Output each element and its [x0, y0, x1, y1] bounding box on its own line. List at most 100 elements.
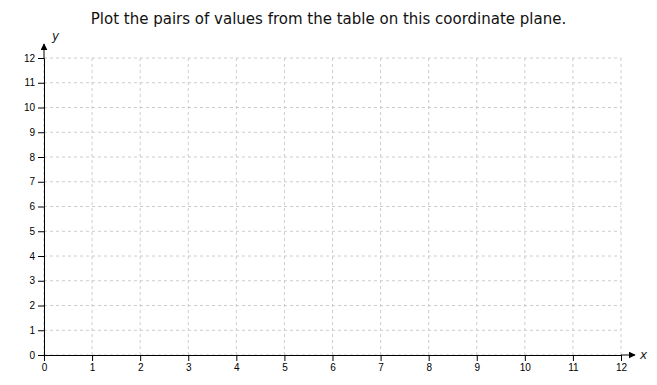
x-tick-mark — [477, 355, 478, 361]
y-tick-label: 3 — [29, 275, 35, 286]
y-tick: 1 — [29, 325, 44, 336]
grid-line-y — [44, 256, 621, 257]
chart: Plot the pairs of values from the table … — [0, 0, 657, 385]
x-tick: 0 — [42, 355, 48, 373]
x-tick: 3 — [186, 355, 192, 373]
y-tick-mark — [38, 83, 44, 84]
x-tick-mark — [573, 355, 574, 361]
y-tick-label: 8 — [29, 152, 35, 163]
x-tick-label: 9 — [474, 362, 480, 373]
y-tick: 5 — [29, 226, 44, 237]
x-tick: 5 — [282, 355, 288, 373]
y-axis-arrow — [44, 44, 45, 58]
y-tick-label: 0 — [29, 350, 35, 361]
x-tick-label: 11 — [568, 362, 579, 373]
y-tick: 0 — [29, 350, 44, 361]
y-tick-mark — [38, 132, 44, 133]
y-tick-label: 11 — [25, 77, 36, 88]
grid-line-y — [44, 58, 621, 59]
y-axis: 0123456789101112 — [24, 53, 45, 361]
x-tick: 2 — [138, 355, 144, 373]
y-tick: 9 — [29, 127, 44, 138]
x-tick-mark — [236, 355, 237, 361]
y-tick-mark — [38, 330, 44, 331]
x-tick-mark — [284, 355, 285, 361]
x-tick-label: 1 — [90, 362, 96, 373]
x-tick: 7 — [378, 355, 384, 373]
x-tick-mark — [381, 355, 382, 361]
x-tick-label: 4 — [234, 362, 240, 373]
y-tick: 8 — [29, 152, 44, 163]
x-tick-label: 3 — [186, 362, 192, 373]
y-tick: 11 — [25, 77, 44, 88]
x-tick: 1 — [90, 355, 96, 373]
grid-line-y — [44, 82, 621, 83]
x-tick-label: 8 — [426, 362, 432, 373]
y-axis-line — [38, 59, 45, 356]
x-tick-mark — [188, 355, 189, 361]
grid-line-y — [44, 206, 621, 207]
y-tick-mark — [38, 256, 44, 257]
y-tick-mark — [38, 306, 44, 307]
y-tick: 4 — [29, 251, 44, 262]
x-tick-label: 0 — [42, 362, 48, 373]
grid-line-y — [44, 280, 621, 281]
grid-line-y — [44, 132, 621, 133]
x-tick: 9 — [474, 355, 480, 373]
title: Plot the pairs of values from the table … — [91, 10, 566, 28]
y-tick: 12 — [24, 53, 44, 64]
y-tick-label: 2 — [29, 300, 35, 311]
y-tick: 2 — [29, 300, 44, 311]
y-tick-mark — [38, 182, 44, 183]
y-tick-mark — [38, 207, 44, 208]
grid-line-y — [44, 330, 621, 331]
x-tick-label: 5 — [282, 362, 288, 373]
grid-line-y — [44, 157, 621, 158]
grid-line-y — [44, 305, 621, 306]
y-tick-mark — [38, 58, 44, 59]
plot-area: 01234567891011120123456789101112xy — [24, 29, 648, 373]
x-axis-arrow — [621, 355, 635, 356]
x-tick-label: 12 — [616, 362, 628, 373]
grid-line-y — [44, 231, 621, 232]
x-tick-mark — [140, 355, 141, 361]
y-tick-label: 10 — [24, 102, 36, 113]
x-tick-mark — [621, 355, 622, 361]
grid-line-y — [44, 107, 621, 108]
x-axis-line — [45, 356, 622, 362]
y-tick-mark — [38, 157, 44, 158]
x-tick-label: 6 — [330, 362, 336, 373]
y-tick-mark — [38, 281, 44, 282]
grid — [44, 58, 621, 355]
x-tick-label: 2 — [138, 362, 144, 373]
y-tick-mark — [38, 355, 44, 356]
x-tick: 4 — [234, 355, 240, 373]
x-tick: 12 — [616, 355, 628, 373]
x-tick-mark — [333, 355, 334, 361]
y-tick-label: 1 — [29, 325, 35, 336]
y-tick: 7 — [29, 176, 44, 187]
grid-line-y — [44, 181, 621, 182]
y-tick: 3 — [29, 275, 44, 286]
y-tick-label: 5 — [29, 226, 35, 237]
x-tick: 8 — [426, 355, 432, 373]
y-tick-mark — [38, 231, 44, 232]
y-tick-label: 6 — [29, 201, 35, 212]
y-axis-label: y — [51, 29, 60, 43]
y-tick-label: 9 — [29, 127, 35, 138]
y-tick: 10 — [24, 102, 44, 113]
x-axis: 0123456789101112 — [42, 355, 628, 373]
x-tick-mark — [92, 355, 93, 361]
x-tick-mark — [525, 355, 526, 361]
x-tick: 11 — [568, 355, 579, 373]
x-axis-label: x — [639, 348, 648, 362]
y-tick-label: 12 — [24, 53, 36, 64]
y-tick-label: 4 — [29, 251, 35, 262]
x-tick-label: 7 — [378, 362, 384, 373]
x-tick: 10 — [520, 355, 532, 373]
x-tick-label: 10 — [520, 362, 532, 373]
y-tick: 6 — [29, 201, 44, 212]
y-tick-mark — [38, 108, 44, 109]
y-tick-label: 7 — [29, 176, 35, 187]
x-tick-mark — [429, 355, 430, 361]
